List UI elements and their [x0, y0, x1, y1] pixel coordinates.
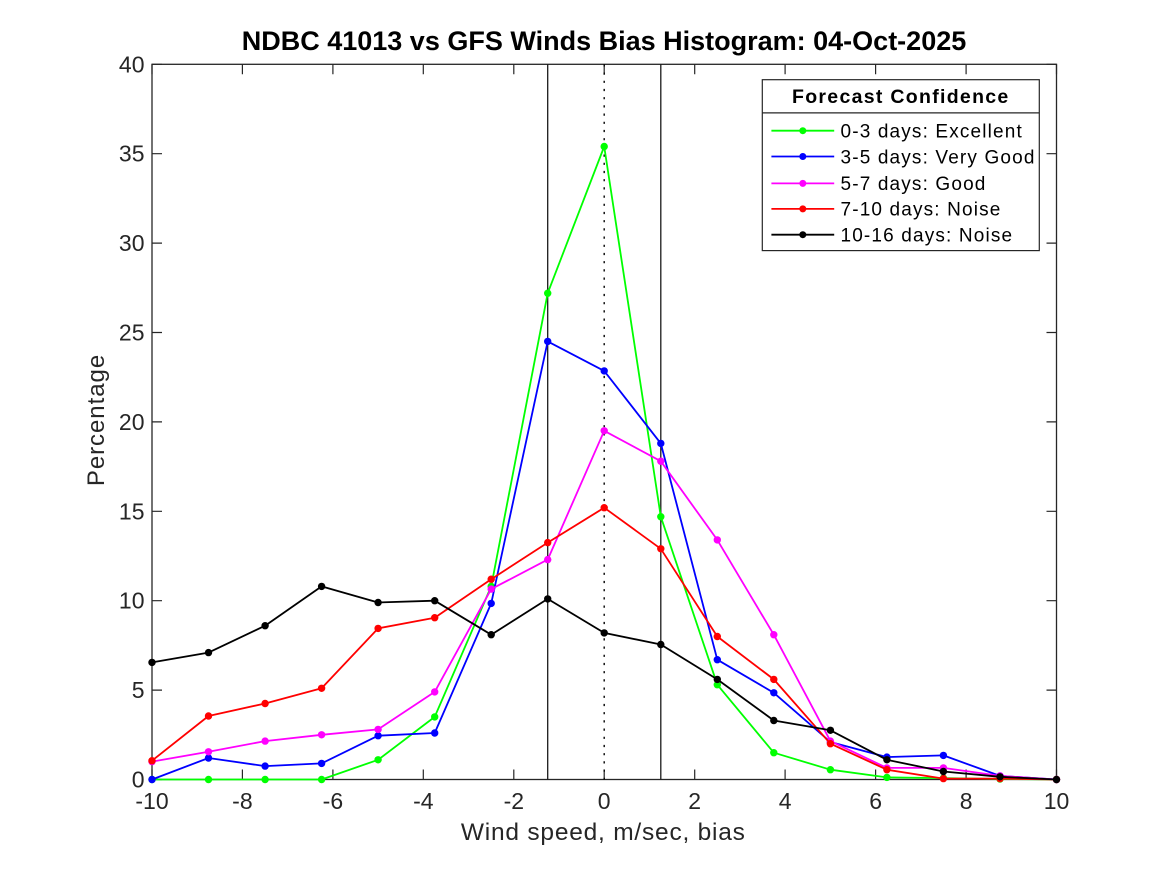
svg-text:10: 10 — [119, 588, 145, 614]
svg-text:Forecast Confidence: Forecast Confidence — [792, 86, 1010, 108]
svg-text:2: 2 — [688, 788, 701, 814]
svg-text:-10: -10 — [135, 788, 168, 814]
svg-text:0-3 days: Excellent: 0-3 days: Excellent — [841, 122, 1023, 143]
svg-text:6: 6 — [869, 788, 882, 814]
svg-text:-4: -4 — [413, 788, 434, 814]
svg-text:30: 30 — [119, 230, 145, 256]
svg-text:NDBC 41013 vs GFS Winds Bias H: NDBC 41013 vs GFS Winds Bias Histogram: … — [242, 26, 967, 56]
svg-text:40: 40 — [119, 51, 145, 77]
svg-text:5-7 days: Good: 5-7 days: Good — [841, 174, 987, 195]
svg-text:25: 25 — [119, 320, 145, 346]
svg-text:7-10 days: Noise: 7-10 days: Noise — [841, 200, 1002, 221]
svg-text:5: 5 — [132, 677, 145, 703]
svg-text:-8: -8 — [232, 788, 252, 814]
svg-text:3-5 days: Very Good: 3-5 days: Very Good — [841, 147, 1036, 168]
svg-text:-6: -6 — [323, 788, 343, 814]
svg-text:0: 0 — [598, 788, 611, 814]
svg-text:10: 10 — [1044, 788, 1070, 814]
svg-text:8: 8 — [960, 788, 973, 814]
svg-text:20: 20 — [119, 409, 145, 435]
svg-text:10-16 days: Noise: 10-16 days: Noise — [841, 226, 1014, 247]
svg-text:15: 15 — [119, 498, 145, 524]
svg-text:Wind speed, m/sec, bias: Wind speed, m/sec, bias — [461, 819, 746, 846]
svg-text:0: 0 — [132, 767, 145, 793]
svg-text:4: 4 — [779, 788, 792, 814]
svg-text:35: 35 — [119, 141, 145, 167]
svg-text:Percentage: Percentage — [83, 354, 110, 486]
svg-text:-2: -2 — [504, 788, 524, 814]
